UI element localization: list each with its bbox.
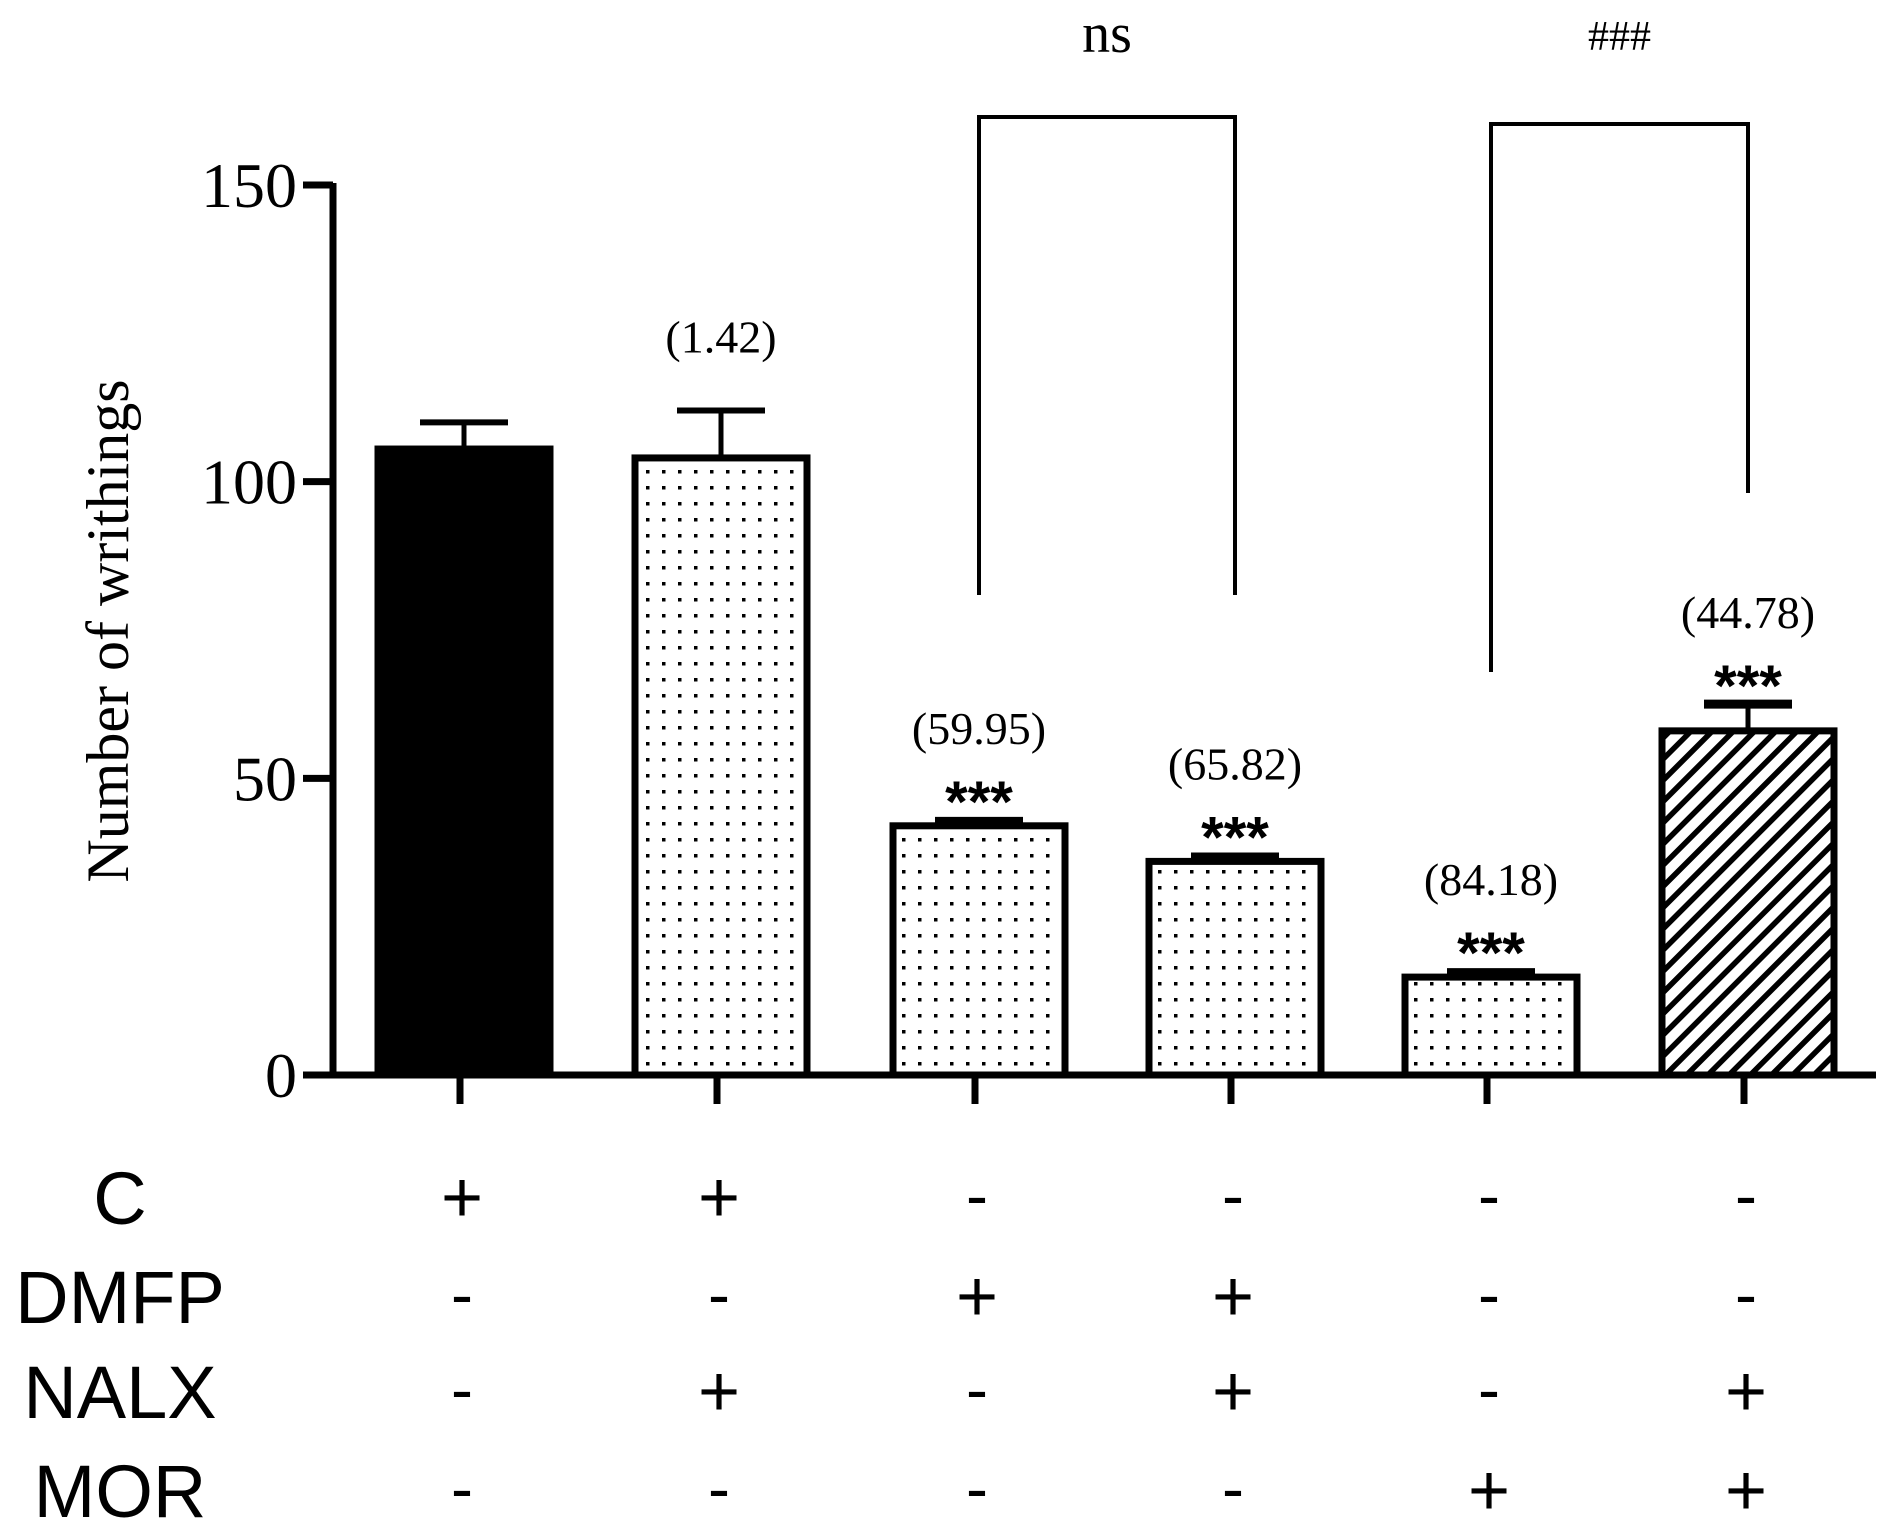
annotations: (1.42) *** (59.95) *** (65.82) *** (84.18) *** (… bbox=[665, 3, 1815, 986]
percent-inhibition-label: (44.78) bbox=[1681, 587, 1815, 638]
treatment-row-label: C bbox=[93, 1157, 146, 1240]
treatment-cell: - bbox=[1735, 1257, 1757, 1331]
treatment-cell: - bbox=[1478, 1352, 1500, 1426]
treatment-cell: + bbox=[1212, 1352, 1254, 1432]
treatment-cell: - bbox=[451, 1352, 473, 1426]
treatment-cell: + bbox=[1725, 1352, 1767, 1432]
percent-inhibition-label: (84.18) bbox=[1424, 854, 1558, 905]
treatment-cell: + bbox=[1212, 1257, 1254, 1337]
treatment-cell: - bbox=[966, 1158, 988, 1232]
treatment-row-label: DMFP bbox=[15, 1256, 225, 1339]
significance-marker: *** bbox=[1457, 921, 1525, 986]
y-axis-label: Number of writhings bbox=[75, 379, 141, 882]
bar bbox=[1658, 727, 1838, 1079]
treatment-cell: - bbox=[966, 1451, 988, 1525]
treatment-cell: - bbox=[451, 1257, 473, 1331]
comparison-label: ### bbox=[1588, 14, 1651, 60]
treatment-cell: - bbox=[1478, 1257, 1500, 1331]
bars bbox=[374, 407, 1838, 1079]
y-tick-label: 50 bbox=[233, 743, 297, 814]
treatment-cell: - bbox=[966, 1352, 988, 1426]
treatment-cell: - bbox=[1222, 1451, 1244, 1525]
y-tick-label: 150 bbox=[201, 150, 297, 221]
bar bbox=[631, 454, 811, 1079]
percent-inhibition-label: (59.95) bbox=[912, 703, 1046, 754]
treatment-cell: - bbox=[1478, 1158, 1500, 1232]
bar bbox=[374, 445, 554, 1079]
comparison-label: ns bbox=[1082, 3, 1132, 65]
treatment-cell: + bbox=[441, 1158, 483, 1238]
treatment-cell: - bbox=[1735, 1158, 1757, 1232]
treatment-cell: + bbox=[698, 1158, 740, 1238]
significance-marker: *** bbox=[945, 770, 1013, 835]
y-tick-label: 0 bbox=[265, 1040, 297, 1111]
treatment-table: C + + - - - - DMFP - - + + - - NALX - + - + - + MOR - - - - + + bbox=[15, 1157, 1767, 1529]
treatment-cell: + bbox=[698, 1352, 740, 1432]
treatment-cell: + bbox=[1468, 1451, 1510, 1529]
percent-inhibition-label: (65.82) bbox=[1168, 738, 1302, 789]
treatment-cell: - bbox=[708, 1451, 730, 1525]
treatment-cell: - bbox=[451, 1451, 473, 1525]
treatment-cell: + bbox=[1725, 1451, 1767, 1529]
y-tick-label: 100 bbox=[201, 447, 297, 518]
bar bbox=[1145, 857, 1325, 1079]
treatment-cell: - bbox=[708, 1257, 730, 1331]
comparison-bracket bbox=[1489, 122, 1750, 672]
significance-marker: *** bbox=[1201, 805, 1269, 870]
significance-marker: *** bbox=[1714, 654, 1782, 719]
bar bbox=[889, 822, 1069, 1079]
comparison-bracket bbox=[977, 115, 1237, 595]
percent-inhibition-label: (1.42) bbox=[665, 311, 776, 362]
treatment-row-label: NALX bbox=[23, 1351, 216, 1434]
axes: 0 50 100 150 bbox=[201, 150, 1876, 1111]
treatment-cell: + bbox=[956, 1257, 998, 1337]
treatment-cell: - bbox=[1222, 1158, 1244, 1232]
bar bbox=[1401, 973, 1581, 1079]
treatment-row-label: MOR bbox=[34, 1450, 207, 1529]
